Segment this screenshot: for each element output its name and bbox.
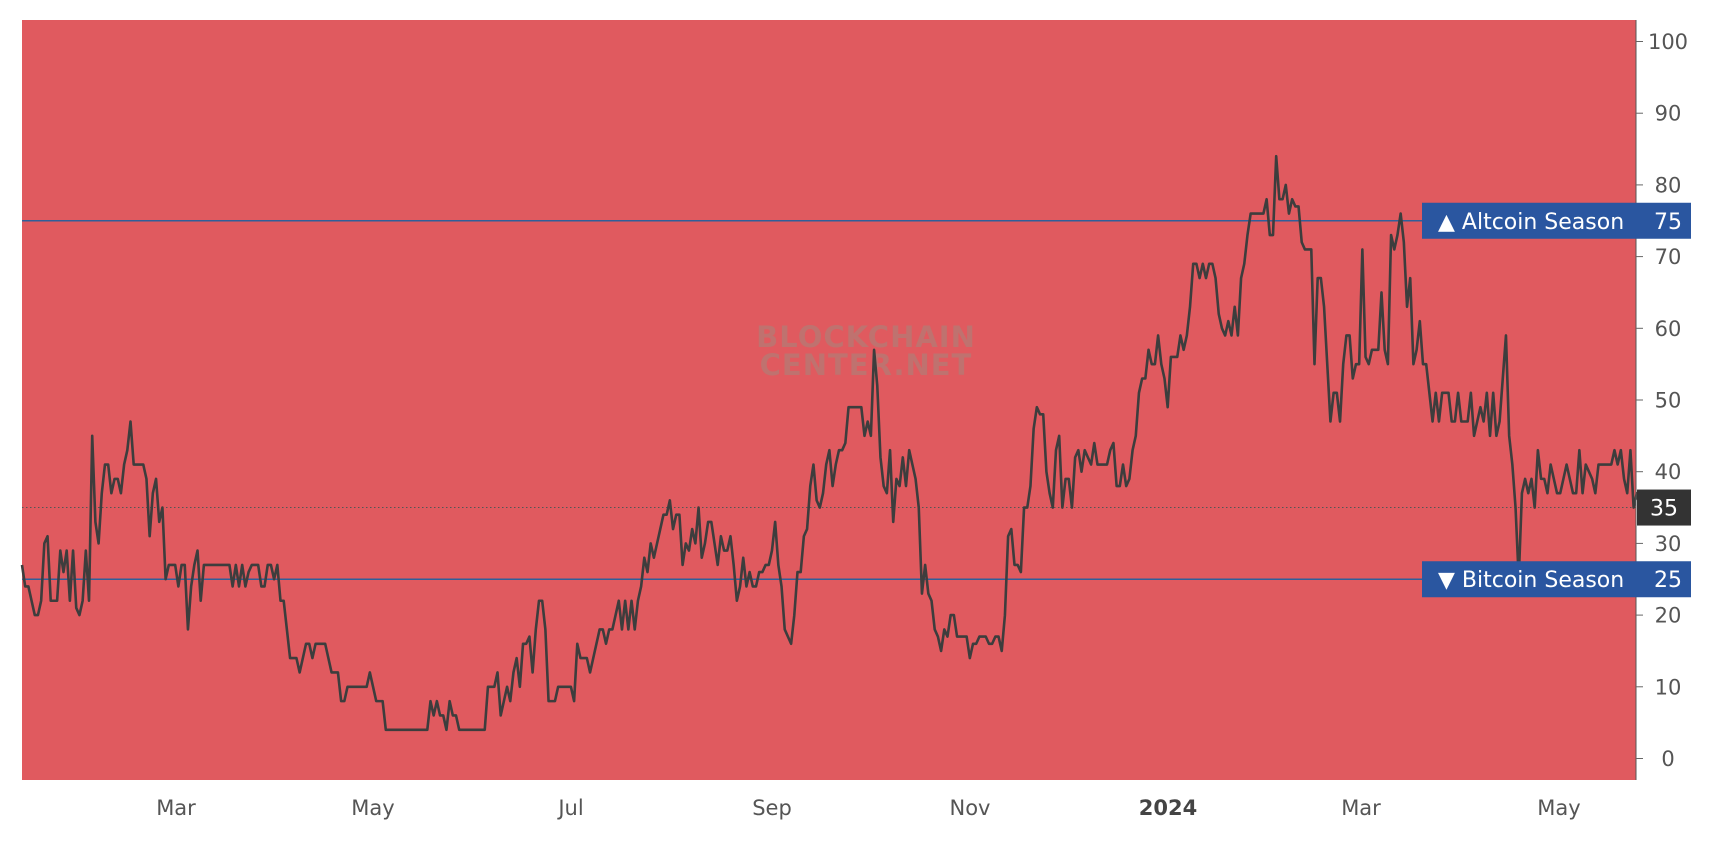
threshold-value-text: 75 [1654, 210, 1682, 235]
threshold-label-badge [1422, 202, 1691, 239]
x-tick-label-4: Nov [950, 796, 991, 820]
current-value-text: 35 [1650, 497, 1678, 522]
threshold-label-25: ▼ Bitcoin Season 25 [1422, 561, 1691, 598]
series-line [20, 154, 1642, 732]
threshold-label-badge [1422, 561, 1691, 598]
threshold-labels: ▲ Altcoin Season 75 ▼ Bitcoin Season 25 [1422, 202, 1691, 598]
x-tick-label-7: May [1537, 796, 1580, 820]
y-tick-label-50: 50 [1655, 389, 1682, 413]
threshold-value-text: 25 [1654, 568, 1682, 593]
x-tick-label-3: Sep [752, 796, 792, 820]
x-tick-label-0: Mar [156, 796, 196, 820]
y-axis-ticks: 0 10 20 30 40 50 60 70 80 90 100 [1636, 30, 1688, 771]
y-tick-label-0: 0 [1661, 747, 1674, 771]
y-tick-label-100: 100 [1648, 30, 1688, 54]
y-tick-label-20: 20 [1655, 604, 1682, 628]
watermark: BLOCKCHAIN CENTER.NET [756, 320, 976, 382]
y-tick-label-40: 40 [1655, 460, 1682, 484]
threshold-label-text: ▼ Bitcoin Season [1438, 568, 1624, 593]
y-tick-label-10: 10 [1655, 675, 1682, 699]
watermark-line-1: BLOCKCHAIN [756, 320, 976, 354]
x-axis-ticks: Mar May Jul Sep Nov 2024 Mar May [156, 796, 1581, 820]
threshold-label-75: ▲ Altcoin Season 75 [1422, 202, 1691, 239]
y-tick-label-30: 30 [1655, 532, 1682, 556]
y-tick-label-80: 80 [1655, 173, 1682, 197]
y-tick-label-70: 70 [1655, 245, 1682, 269]
x-tick-label-2: Jul [556, 796, 583, 820]
y-tick-label-60: 60 [1655, 317, 1682, 341]
current-value-badge [1637, 489, 1691, 526]
plot-background [22, 20, 1636, 780]
threshold-lines [22, 219, 1636, 581]
threshold-label-text: ▲ Altcoin Season [1438, 210, 1624, 235]
x-tick-label-1: May [351, 796, 394, 820]
watermark-line-2: CENTER.NET [760, 348, 973, 382]
current-value-label: 35 [1637, 489, 1691, 526]
x-tick-label-6: Mar [1341, 796, 1381, 820]
y-tick-label-90: 90 [1655, 102, 1682, 126]
x-tick-label-5: 2024 [1139, 796, 1197, 820]
